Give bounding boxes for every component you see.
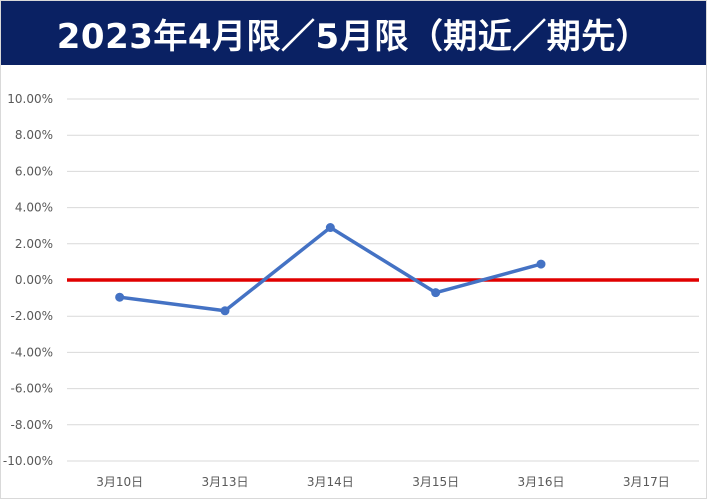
y-tick-label: 8.00%	[15, 128, 53, 142]
y-tick-label: -2.00%	[11, 309, 53, 323]
y-tick-label: 6.00%	[15, 164, 53, 178]
y-tick-label: 4.00%	[15, 201, 53, 215]
line-chart: 10.00% 8.00% 6.00% 4.00% 2.00% 0.00% -2.00% -4.…	[3, 92, 699, 489]
y-tick-label: -4.00%	[11, 345, 53, 359]
x-tick-label: 3月17日	[623, 475, 670, 489]
data-point	[431, 288, 441, 298]
x-tick-label: 3月10日	[96, 475, 143, 489]
y-tick-label: 10.00%	[7, 92, 53, 106]
y-tick-label: -8.00%	[11, 418, 53, 432]
y-tick-label: 2.00%	[15, 237, 53, 251]
x-tick-label: 3月16日	[518, 475, 565, 489]
data-point	[536, 259, 546, 269]
series-line	[117, 225, 543, 313]
x-tick-label: 3月15日	[412, 475, 459, 489]
data-point	[220, 306, 230, 316]
data-point	[115, 292, 125, 302]
y-tick-label: -10.00%	[3, 454, 53, 468]
y-tick-label: -6.00%	[11, 382, 53, 396]
y-tick-label: 0.00%	[15, 273, 53, 287]
chart-title: 2023年4月限／5月限（期近／期先）	[1, 1, 706, 65]
x-tick-label: 3月14日	[307, 475, 354, 489]
x-tick-label: 3月13日	[202, 475, 249, 489]
data-point	[325, 223, 335, 233]
